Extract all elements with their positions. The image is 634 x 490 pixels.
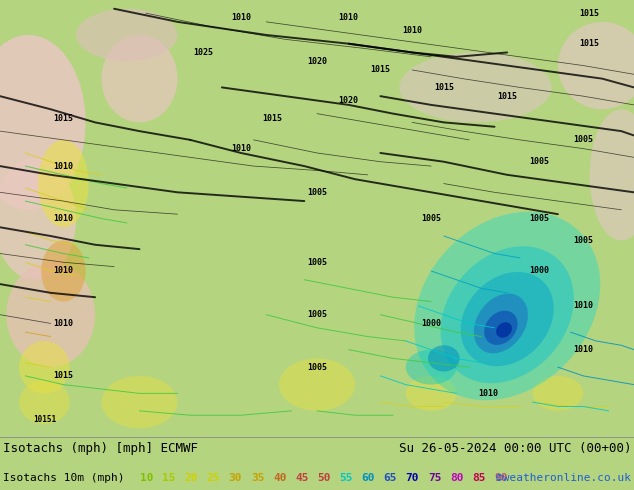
Text: 65: 65: [384, 473, 397, 483]
Ellipse shape: [474, 294, 528, 353]
Text: 1020: 1020: [307, 57, 327, 66]
Text: 1015: 1015: [53, 114, 74, 122]
Text: 1010: 1010: [53, 162, 74, 171]
Text: 1020: 1020: [339, 96, 359, 105]
Text: 1010: 1010: [231, 13, 251, 22]
Text: 1010: 1010: [53, 214, 74, 223]
Text: 40: 40: [273, 473, 287, 483]
Text: ©weatheronline.co.uk: ©weatheronline.co.uk: [496, 473, 631, 483]
Ellipse shape: [41, 241, 86, 301]
Text: 30: 30: [229, 473, 242, 483]
Text: 1000: 1000: [421, 319, 441, 328]
Text: 1015: 1015: [497, 92, 517, 100]
Text: 1005: 1005: [421, 214, 441, 223]
Ellipse shape: [406, 350, 456, 385]
Text: 1005: 1005: [307, 258, 327, 267]
Text: 75: 75: [428, 473, 441, 483]
Ellipse shape: [406, 376, 456, 411]
Ellipse shape: [101, 35, 178, 122]
Ellipse shape: [558, 22, 634, 109]
Ellipse shape: [533, 376, 583, 411]
Text: 1010: 1010: [53, 267, 74, 275]
Text: 45: 45: [295, 473, 309, 483]
Text: 1005: 1005: [529, 214, 549, 223]
Text: 1005: 1005: [307, 363, 327, 371]
Text: 80: 80: [450, 473, 463, 483]
Text: 10: 10: [140, 473, 154, 483]
Text: 60: 60: [361, 473, 375, 483]
Text: Su 26-05-2024 00:00 UTC (00+00): Su 26-05-2024 00:00 UTC (00+00): [399, 442, 631, 455]
Text: 1015: 1015: [53, 371, 74, 380]
Text: 1025: 1025: [193, 48, 213, 57]
Ellipse shape: [590, 109, 634, 241]
Text: 1015: 1015: [579, 9, 600, 18]
Text: 25: 25: [207, 473, 220, 483]
Text: 1010: 1010: [231, 144, 251, 153]
Text: 50: 50: [317, 473, 331, 483]
Ellipse shape: [461, 272, 553, 366]
Text: 85: 85: [472, 473, 486, 483]
Ellipse shape: [101, 376, 178, 428]
Ellipse shape: [19, 380, 70, 424]
Ellipse shape: [0, 35, 86, 210]
Text: 70: 70: [406, 473, 419, 483]
Text: 1005: 1005: [529, 157, 549, 166]
Text: 1005: 1005: [307, 310, 327, 319]
Ellipse shape: [19, 341, 70, 393]
Ellipse shape: [484, 311, 517, 345]
Text: 1015: 1015: [579, 39, 600, 48]
Ellipse shape: [428, 345, 460, 371]
Ellipse shape: [38, 140, 89, 227]
Text: 1015: 1015: [262, 114, 283, 122]
Ellipse shape: [414, 212, 600, 400]
Ellipse shape: [279, 358, 355, 411]
Text: 1005: 1005: [573, 236, 593, 245]
Text: 1005: 1005: [307, 188, 327, 197]
Ellipse shape: [441, 246, 574, 383]
Text: Isotachs (mph) [mph] ECMWF: Isotachs (mph) [mph] ECMWF: [3, 442, 198, 455]
Text: 1000: 1000: [529, 267, 549, 275]
Ellipse shape: [496, 322, 512, 338]
Text: 1010: 1010: [53, 319, 74, 328]
Text: 1010: 1010: [573, 301, 593, 311]
Ellipse shape: [399, 52, 552, 122]
Text: 90: 90: [494, 473, 508, 483]
Text: 1010: 1010: [478, 389, 498, 398]
Text: 1010: 1010: [402, 26, 422, 35]
Text: 20: 20: [184, 473, 198, 483]
Text: 35: 35: [251, 473, 264, 483]
Ellipse shape: [76, 9, 178, 61]
Ellipse shape: [6, 262, 95, 367]
Text: 55: 55: [339, 473, 353, 483]
Text: 1010: 1010: [573, 345, 593, 354]
Text: 1010: 1010: [339, 13, 359, 22]
Text: 1005: 1005: [573, 135, 593, 145]
Text: 1015: 1015: [434, 83, 454, 92]
Ellipse shape: [0, 157, 76, 280]
Text: 1015: 1015: [370, 66, 391, 74]
Text: 10151: 10151: [33, 415, 56, 424]
Text: 15: 15: [162, 473, 176, 483]
Text: Isotachs 10m (mph): Isotachs 10m (mph): [3, 473, 124, 483]
